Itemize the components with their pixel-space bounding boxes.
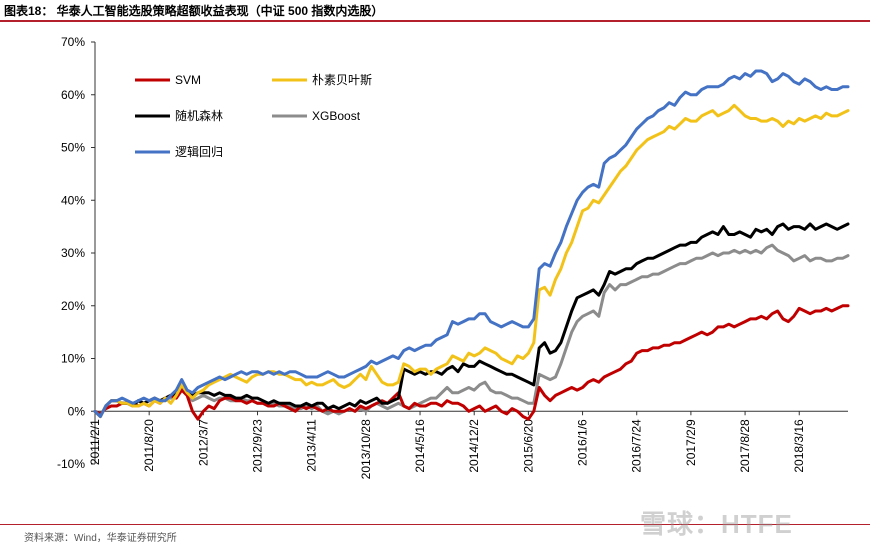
- x-tick-label: 2012/3/7: [196, 419, 210, 466]
- x-tick-label: 2013/10/28: [359, 419, 373, 479]
- legend-label: 随机森林: [175, 108, 223, 123]
- y-tick-label: 40%: [61, 193, 85, 207]
- y-tick-label: 30%: [61, 246, 85, 260]
- x-tick-label: 2016/1/6: [576, 419, 590, 466]
- x-tick-label: 2017/8/28: [738, 419, 752, 473]
- series-line-3: [93, 243, 850, 418]
- source-note: 资料来源：Wind，华泰证券研究所: [24, 533, 177, 544]
- series-line-1: [93, 103, 850, 418]
- series-line-0: [93, 304, 850, 421]
- y-tick-label: -10%: [57, 457, 85, 471]
- legend-label: XGBoost: [312, 109, 361, 123]
- x-tick-label: 2018/3/16: [792, 419, 806, 473]
- legend-label: 朴素贝叶斯: [312, 72, 372, 87]
- x-tick-label: 2017/2/9: [684, 419, 698, 466]
- legend-label: 逻辑回归: [175, 145, 223, 159]
- y-tick-label: 50%: [61, 141, 85, 155]
- chart-series: [93, 69, 850, 421]
- y-tick-label: 0%: [68, 404, 86, 418]
- y-tick-label: 60%: [61, 88, 85, 102]
- y-tick-label: 10%: [61, 352, 85, 366]
- x-tick-label: 2015/6/20: [521, 419, 535, 473]
- x-tick-label: 2014/12/2: [467, 419, 481, 473]
- y-tick-label: 20%: [61, 299, 85, 313]
- legend-label: SVM: [175, 73, 201, 87]
- x-tick-label: 2012/9/23: [251, 419, 265, 473]
- series-line-4: [93, 69, 850, 418]
- x-tick-label: 2016/7/24: [630, 419, 644, 473]
- x-tick-label: 2013/4/11: [305, 419, 319, 472]
- series-line-2: [93, 222, 850, 418]
- x-tick-label: 2014/5/16: [413, 419, 427, 473]
- x-tick-label: 2011/8/20: [142, 419, 156, 472]
- title-divider: [0, 20, 870, 22]
- figure-title: 图表18： 华泰人工智能选股策略超额收益表现（中证 500 指数内选股）: [4, 4, 384, 18]
- watermark: 雪球：HTFE: [640, 509, 793, 539]
- y-tick-label: 70%: [61, 35, 85, 49]
- x-tick-label: 2011/2/1: [88, 419, 102, 465]
- chart-axes: -10% 0% 10% 20% 30% 40% 50% 60% 70% 2011/2/1 2011/…: [57, 35, 848, 479]
- footer-divider: [0, 524, 870, 525]
